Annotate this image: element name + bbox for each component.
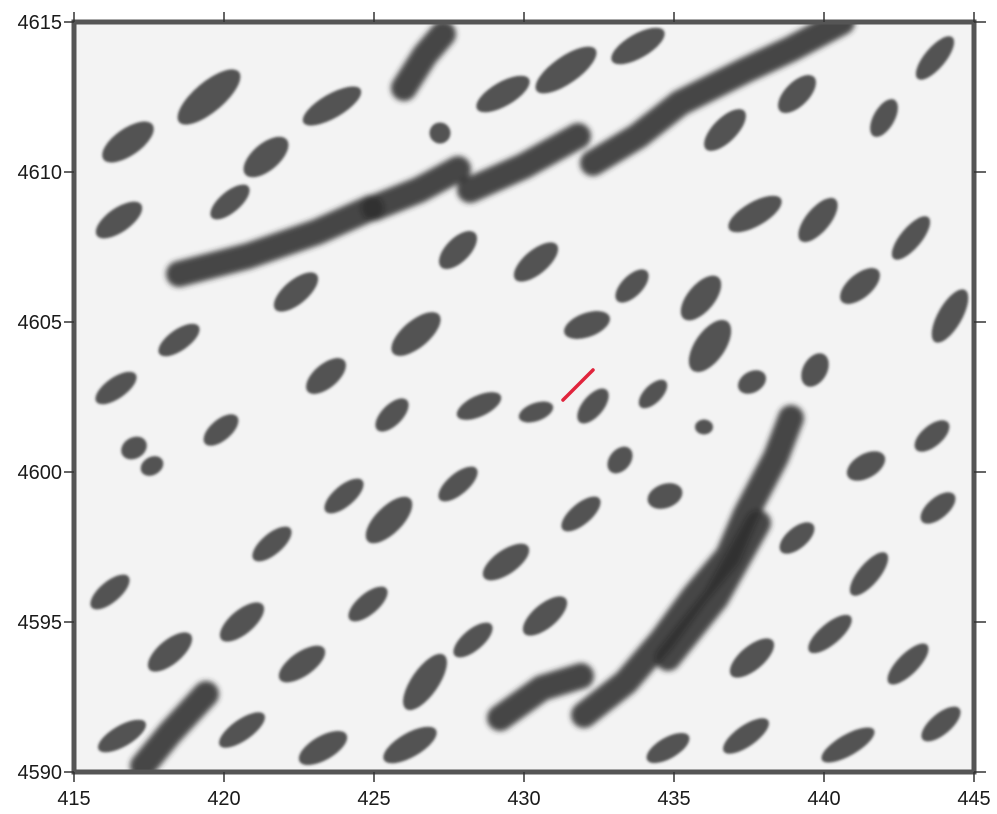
y-tick-label: 4600 bbox=[18, 462, 63, 484]
anomaly-blob bbox=[430, 123, 451, 144]
plot-background bbox=[74, 22, 974, 772]
y-tick-label: 4610 bbox=[18, 162, 63, 184]
x-tick-label: 445 bbox=[957, 788, 990, 810]
anomaly-blob bbox=[695, 420, 713, 435]
x-tick-label: 415 bbox=[57, 788, 90, 810]
x-tick-label: 435 bbox=[657, 788, 690, 810]
x-tick-label: 440 bbox=[807, 788, 840, 810]
x-tick-label: 420 bbox=[207, 788, 240, 810]
y-tick-label: 4595 bbox=[18, 612, 63, 634]
x-tick-label: 425 bbox=[357, 788, 390, 810]
y-tick-label: 4605 bbox=[18, 312, 63, 334]
x-tick-label: 430 bbox=[507, 788, 540, 810]
y-tick-label: 4615 bbox=[18, 12, 63, 34]
y-tick-label: 4590 bbox=[18, 762, 63, 784]
